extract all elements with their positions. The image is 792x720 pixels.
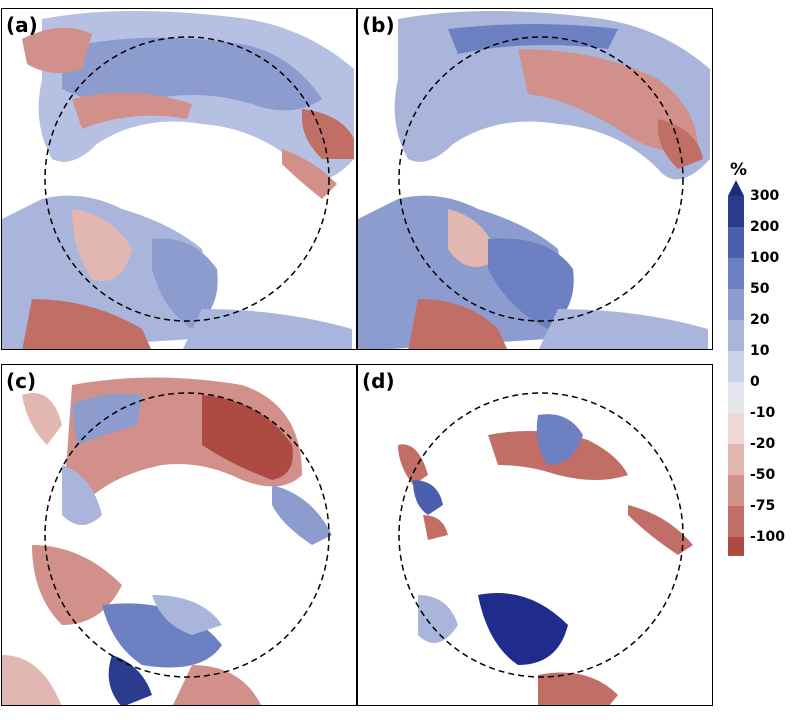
colorbar-tick-label: 10 xyxy=(750,343,770,359)
colorbar-swatch xyxy=(728,351,744,382)
land-region xyxy=(72,92,192,129)
colorbar-tick-label: 200 xyxy=(750,219,780,235)
colorbar-tick-label: 100 xyxy=(750,250,780,266)
colorbar-tick-label: -75 xyxy=(750,498,776,514)
land-region xyxy=(423,515,448,540)
land-region xyxy=(108,655,152,705)
land-region xyxy=(22,393,62,445)
land-region xyxy=(408,299,508,349)
colorbar-swatch xyxy=(728,320,744,351)
land-region xyxy=(32,545,122,625)
colorbar-tick-label: -100 xyxy=(750,529,786,545)
land-region xyxy=(628,505,693,555)
map-panel-c: (c) xyxy=(1,364,357,706)
land-region xyxy=(536,414,583,465)
arctic-circle xyxy=(398,392,684,678)
panel-label: (d) xyxy=(362,369,395,393)
land-region xyxy=(413,480,443,515)
land-region xyxy=(22,27,92,74)
land-region xyxy=(282,149,337,199)
map-d xyxy=(398,392,693,705)
land-region xyxy=(302,109,354,159)
land-region xyxy=(538,309,708,349)
colorbar-tick-label: -20 xyxy=(750,436,776,452)
colorbar-tick-label: 300 xyxy=(750,188,780,204)
land-region xyxy=(488,238,574,329)
land-region xyxy=(358,195,562,349)
land-region xyxy=(478,593,568,665)
colorbar: % 300 200 100 50 20 10 0 -10 -20 -50 -75 -100 xyxy=(726,160,792,556)
colorbar-swatch xyxy=(728,475,744,506)
map-a xyxy=(2,10,355,349)
colorbar-swatch xyxy=(728,537,744,556)
colorbar-swatch xyxy=(728,382,744,413)
land-region xyxy=(202,395,293,480)
land-region xyxy=(272,485,332,545)
colorbar-swatch xyxy=(728,289,744,320)
land-region xyxy=(22,299,152,349)
land-region xyxy=(418,595,458,643)
land-region xyxy=(2,655,62,705)
colorbar-swatch xyxy=(728,413,744,444)
colorbar-tick-label: 50 xyxy=(750,281,770,297)
map-c xyxy=(2,377,332,705)
map-panel-d: (d) xyxy=(357,364,713,706)
land-region xyxy=(518,49,698,152)
colorbar-swatch xyxy=(728,444,744,475)
colorbar-tick-label: -10 xyxy=(750,405,776,421)
panel-label: (c) xyxy=(6,369,37,393)
land-region xyxy=(172,665,261,705)
panel-label: (b) xyxy=(362,13,395,37)
map-b xyxy=(358,10,710,349)
colorbar-tick-label: 0 xyxy=(750,374,760,390)
map-panel-a: (a) xyxy=(1,8,357,350)
land-region xyxy=(398,444,428,485)
arctic-circle xyxy=(44,392,330,678)
colorbar-swatch xyxy=(728,196,744,227)
colorbar-swatch xyxy=(728,506,744,537)
land-region xyxy=(182,309,352,349)
colorbar-swatch xyxy=(728,258,744,289)
colorbar-arrow xyxy=(728,180,744,196)
map-panel-b: (b) xyxy=(357,8,713,350)
land-region xyxy=(658,119,703,169)
land-region xyxy=(72,209,132,281)
colorbar-swatch xyxy=(728,227,744,258)
panel-label: (a) xyxy=(6,13,38,37)
colorbar-unit: % xyxy=(730,160,748,180)
land-region xyxy=(448,209,498,267)
colorbar-tick-label: -50 xyxy=(750,467,776,483)
colorbar-swatches xyxy=(728,180,744,556)
land-region xyxy=(538,672,618,705)
arctic-circle xyxy=(398,36,684,322)
land-region xyxy=(152,238,218,329)
arctic-circle xyxy=(44,36,330,322)
colorbar-tick-label: 20 xyxy=(750,312,770,328)
land-region xyxy=(152,595,222,635)
land-region xyxy=(448,24,618,54)
land-region xyxy=(62,465,102,525)
